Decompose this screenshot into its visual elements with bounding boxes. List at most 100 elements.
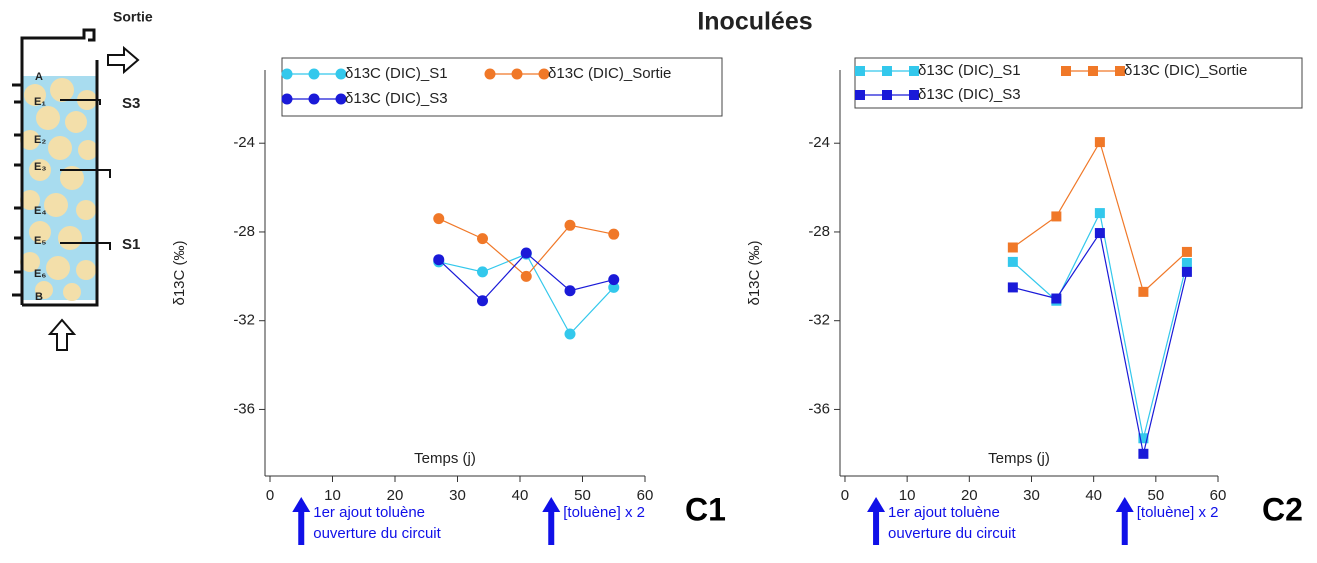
y-tick-label: -36	[233, 400, 255, 417]
marker	[1181, 258, 1192, 269]
sampler-pipes	[60, 99, 111, 250]
marker	[1138, 286, 1149, 297]
inlet-arrow	[47, 318, 77, 351]
marker	[1094, 208, 1105, 219]
legend-marker	[335, 68, 347, 80]
annotation-arrow	[542, 497, 561, 545]
legend-marker	[855, 66, 865, 76]
figure-title: Inoculées	[697, 8, 812, 36]
marker	[1138, 448, 1149, 459]
legend-marker	[855, 90, 865, 100]
marker	[1007, 282, 1018, 293]
x-tick-label: 10	[324, 487, 341, 504]
marker	[564, 219, 576, 231]
legend-marker	[281, 68, 293, 80]
series-line	[1012, 211, 1188, 439]
marker	[1138, 433, 1149, 444]
legend-marker	[281, 93, 293, 105]
x-tick-label: 10	[899, 487, 916, 504]
marker	[433, 254, 445, 266]
y-tick-label: -32	[808, 312, 830, 329]
legend-marker	[909, 66, 919, 76]
marker	[564, 285, 576, 297]
annotation-text: 1er ajout toluène	[888, 504, 1000, 521]
y-tick-label: -32	[233, 312, 255, 329]
legend-marker	[882, 66, 892, 76]
grains	[20, 78, 98, 301]
marker	[1051, 211, 1062, 222]
port-label: E₁	[34, 96, 46, 108]
legend-marker	[308, 68, 320, 80]
outlet-arrow	[107, 45, 140, 75]
annotation-arrow	[867, 497, 886, 545]
legend-marker	[538, 68, 550, 80]
legend-marker	[511, 68, 523, 80]
legend-label: δ13C (DIC)_S1	[345, 65, 448, 82]
port-label: E₃	[34, 161, 46, 173]
x-tick-label: 60	[637, 487, 654, 504]
legend-label: δ13C (DIC)_S3	[345, 90, 448, 107]
marker	[1094, 137, 1105, 148]
bottom-label: B	[35, 291, 43, 303]
legend-label: δ13C (DIC)_Sortie	[548, 65, 671, 82]
column-diagram: Sortie A B E₁ E₂ E₃ E₄ E₅ E₆ S3 S1	[12, 9, 153, 351]
x-tick-label: 20	[387, 487, 404, 504]
x-tick-label: 40	[1085, 487, 1102, 504]
x-tick-label: 50	[1147, 487, 1164, 504]
legend-marker	[882, 90, 892, 100]
x-tick-label: 50	[574, 487, 591, 504]
sampler-label: S1	[122, 236, 140, 253]
x-axis-label: Temps (j)	[988, 450, 1050, 467]
marker	[1094, 228, 1105, 239]
y-tick-label: -28	[808, 223, 830, 240]
marker	[433, 213, 445, 225]
legend-marker	[1088, 66, 1098, 76]
y-axis-label: δ13C (‰)	[171, 240, 188, 305]
annotation-text: 1er ajout toluène	[313, 504, 425, 521]
marker	[608, 274, 620, 286]
legend-marker	[1061, 66, 1071, 76]
x-tick-label: 60	[1210, 487, 1227, 504]
marker	[608, 228, 620, 240]
y-axis-label: δ13C (‰)	[746, 240, 763, 305]
port-label: E₆	[34, 268, 46, 280]
annotation-text: [toluène] x 2	[563, 504, 645, 521]
panel-label: C1	[685, 491, 726, 527]
marker	[608, 281, 620, 293]
y-tick-label: -24	[808, 134, 830, 151]
marker	[1181, 246, 1192, 257]
marker	[520, 247, 532, 259]
marker	[477, 233, 488, 245]
series-line	[438, 253, 615, 336]
legend-label: δ13C (DIC)_S1	[918, 62, 1021, 79]
marker	[520, 270, 532, 282]
y-tick-label: -24	[233, 134, 255, 151]
y-tick-label: -36	[808, 400, 830, 417]
legend-label: δ13C (DIC)_S3	[918, 86, 1021, 103]
marker	[1007, 256, 1018, 267]
legend-marker	[909, 90, 919, 100]
marker	[477, 266, 488, 278]
marker	[564, 328, 576, 340]
outlet-label: Sortie	[113, 9, 153, 25]
legend-marker	[308, 93, 320, 105]
series-line	[1012, 231, 1188, 454]
legend-box	[854, 57, 1303, 109]
x-tick-label: 20	[961, 487, 978, 504]
marker	[477, 295, 488, 307]
x-tick-label: 0	[841, 487, 849, 504]
y-tick-label: -28	[233, 223, 255, 240]
annotation-text: [toluène] x 2	[1137, 504, 1219, 521]
legend-marker	[335, 93, 347, 105]
top-label: A	[35, 71, 43, 83]
annotation-text: ouverture du circuit	[888, 525, 1016, 542]
port-label: E₄	[34, 205, 47, 217]
x-axis-label: Temps (j)	[414, 450, 476, 467]
x-tick-label: 0	[266, 487, 274, 504]
column-outline	[20, 28, 99, 307]
sampler-label: S3	[122, 95, 140, 112]
x-tick-label: 30	[1023, 487, 1040, 504]
legend-label: δ13C (DIC)_Sortie	[1124, 62, 1247, 79]
marker	[1007, 242, 1018, 253]
